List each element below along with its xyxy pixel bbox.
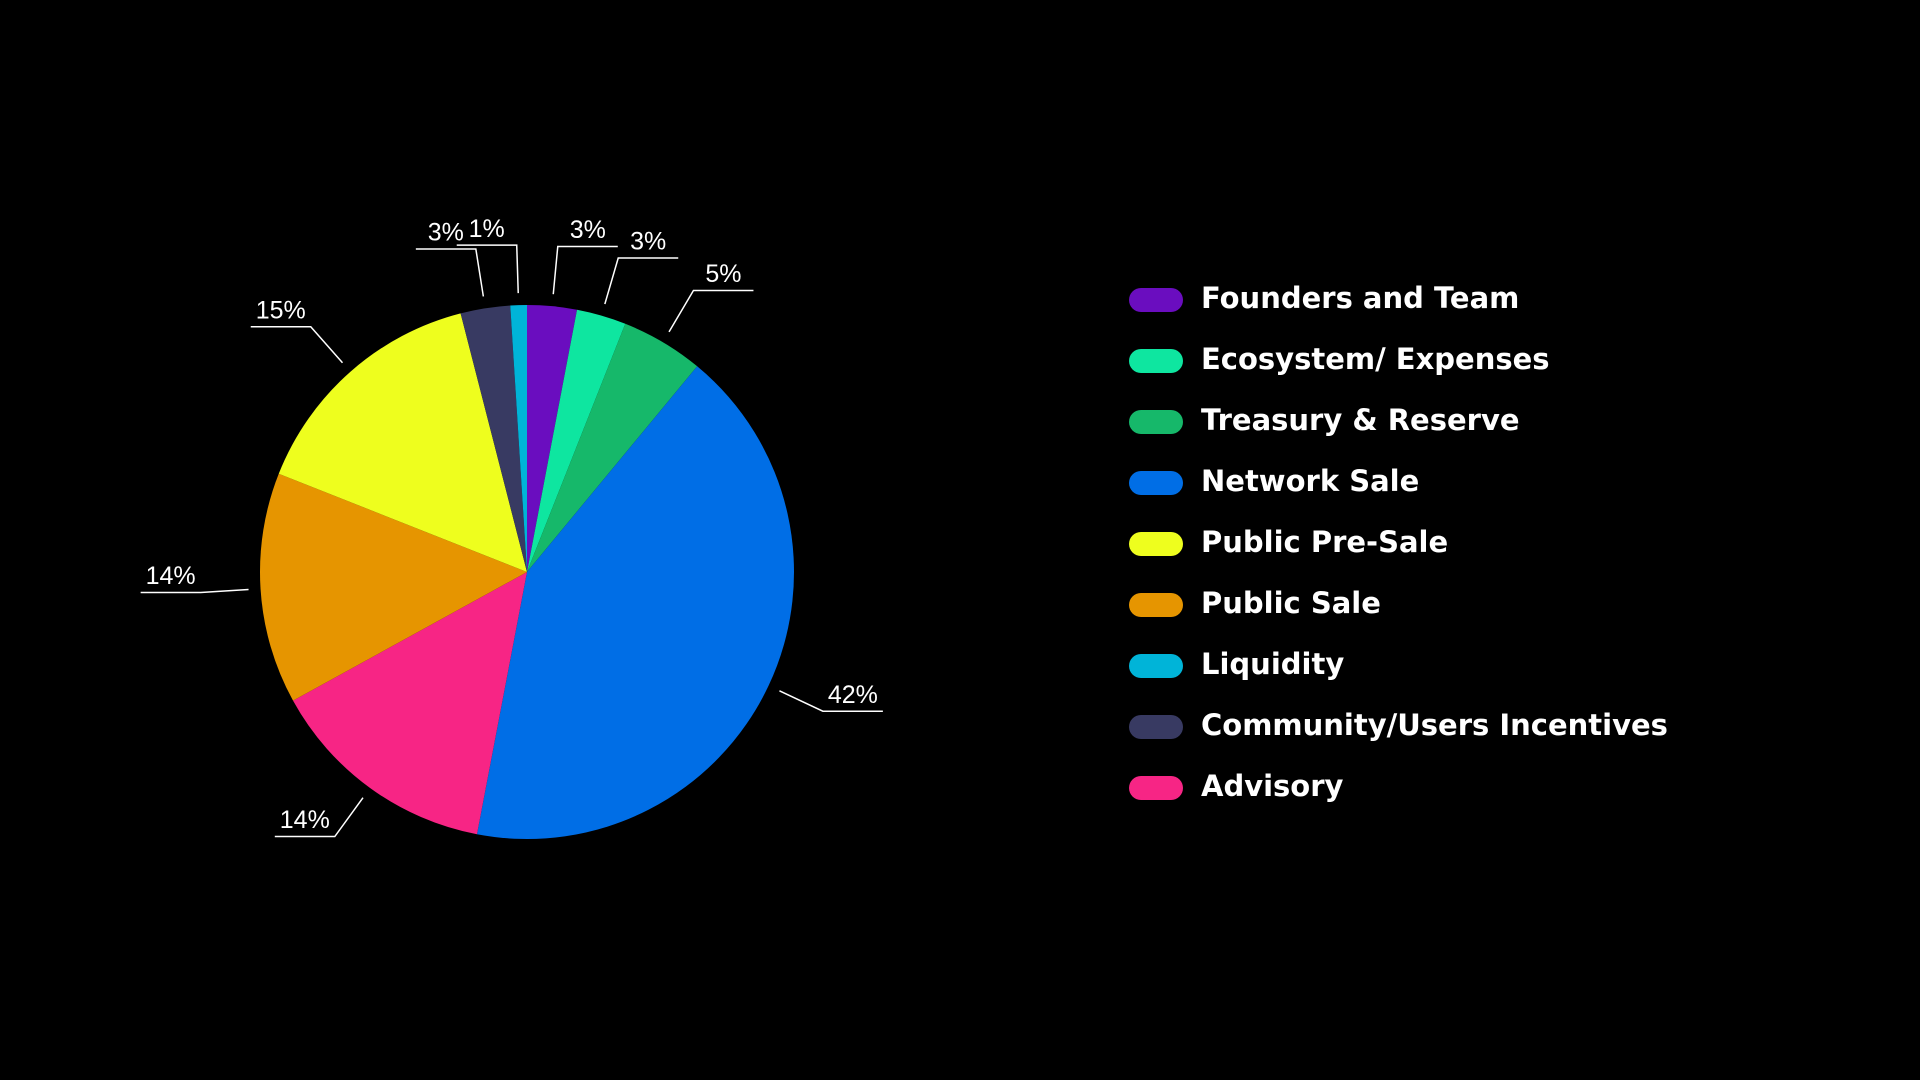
- pie-slice: [527, 305, 578, 572]
- legend-swatch: [1129, 471, 1183, 495]
- leader-line: [779, 690, 883, 712]
- data-label: 3%: [428, 219, 464, 247]
- legend-label: Network Sale: [1201, 464, 1419, 498]
- leader-line: [274, 797, 364, 838]
- legend-label: Advisory: [1201, 769, 1344, 803]
- legend-swatch: [1129, 532, 1183, 556]
- data-label: 14%: [280, 806, 330, 834]
- data-label: 3%: [570, 216, 606, 244]
- data-label: 1%: [469, 215, 505, 243]
- pie-slice: [278, 313, 527, 572]
- leader-line: [250, 325, 344, 364]
- leader-line: [456, 244, 519, 294]
- pie-slice: [527, 323, 698, 572]
- legend-swatch: [1129, 288, 1183, 312]
- legend-label: Public Pre-Sale: [1201, 525, 1448, 559]
- leader-line: [604, 257, 679, 305]
- legend-swatch: [1129, 410, 1183, 434]
- legend-swatch: [1129, 593, 1183, 617]
- legend-swatch: [1129, 715, 1183, 739]
- legend-swatch: [1129, 654, 1183, 678]
- leader-line: [668, 289, 754, 333]
- data-label: 42%: [828, 681, 878, 709]
- legend-label: Public Sale: [1201, 586, 1381, 620]
- data-label: 3%: [630, 228, 666, 256]
- data-label: 5%: [705, 260, 741, 288]
- data-label: 14%: [146, 562, 196, 590]
- data-label: 15%: [256, 296, 306, 324]
- legend-swatch: [1129, 349, 1183, 373]
- pie-slice: [510, 305, 527, 572]
- leader-line: [140, 588, 249, 594]
- pie-slice: [259, 473, 527, 701]
- pie-slice: [293, 572, 527, 835]
- legend-label: Treasury & Reserve: [1201, 403, 1520, 437]
- legend-swatch: [1129, 776, 1183, 800]
- legend-label: Liquidity: [1201, 647, 1344, 681]
- leader-line: [552, 245, 618, 295]
- legend-label: Founders and Team: [1201, 281, 1519, 315]
- pie-slice: [476, 366, 795, 840]
- pie-slice: [527, 309, 626, 572]
- pie-slice: [460, 305, 527, 572]
- legend-label: Ecosystem/ Expenses: [1201, 342, 1550, 376]
- legend-label: Community/Users Incentives: [1201, 708, 1668, 742]
- leader-line: [415, 248, 485, 297]
